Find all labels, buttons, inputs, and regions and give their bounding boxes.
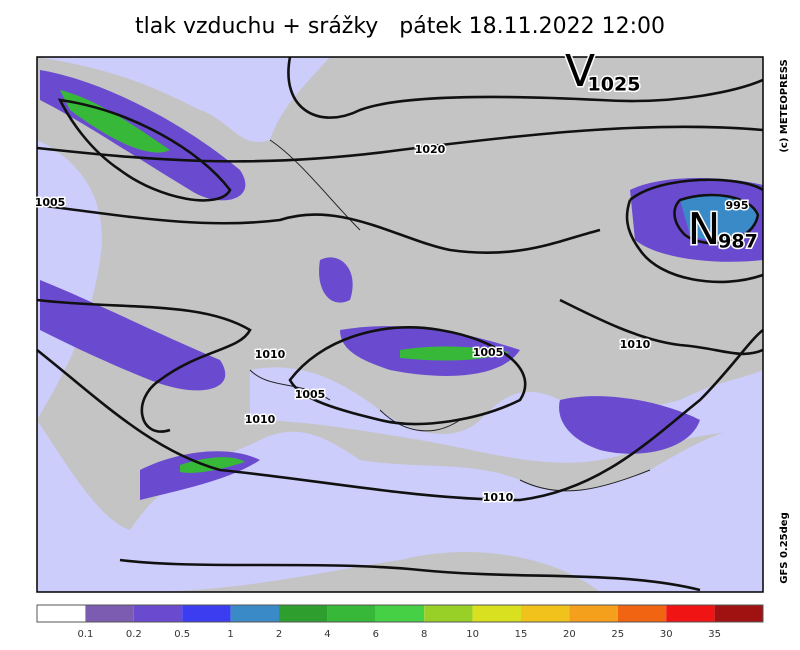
- legend-label: 0.2: [126, 629, 142, 640]
- legend-label: 35: [708, 629, 721, 640]
- model-label: GFS 0.25deg: [779, 512, 790, 584]
- map-title: tlak vzduchu + srážky pátek 18.11.2022 1…: [135, 14, 665, 39]
- low-letter: N: [688, 204, 721, 255]
- isobar: [288, 326, 527, 426]
- isobar-label: 1010: [620, 338, 651, 351]
- legend-swatch: [230, 605, 279, 622]
- isobar: [119, 558, 701, 592]
- legend-label: 25: [611, 629, 624, 640]
- legend-label: 0.5: [174, 629, 190, 640]
- legend-label: 8: [421, 629, 427, 640]
- legend-label: 6: [373, 629, 379, 640]
- coastline: [249, 139, 651, 492]
- legend-label: 30: [660, 629, 673, 640]
- isobar: [36, 328, 764, 502]
- isobar: [673, 193, 760, 245]
- legend-swatch: [37, 605, 86, 622]
- isobar: [36, 125, 764, 163]
- legend-label: 0.1: [77, 629, 93, 640]
- legend-swatch: [569, 605, 618, 622]
- isobar-label: 1020: [415, 143, 446, 156]
- legend-label: 15: [515, 629, 528, 640]
- legend-swatch: [182, 605, 231, 622]
- legend-swatch: [327, 605, 376, 622]
- map-area: [36, 56, 764, 593]
- isobar-label: 1005: [295, 388, 326, 401]
- isobar: [287, 56, 764, 119]
- credit: (c) METEOPRESS: [779, 59, 790, 152]
- legend-swatch: [375, 605, 425, 622]
- legend: 0.1 0.2 0.5 1 2 4 6 8 10 15 20 25 30 35: [36, 604, 764, 640]
- high-value: 1025: [588, 74, 641, 96]
- legend-label: 10: [466, 629, 479, 640]
- legend-frame: [36, 604, 764, 623]
- isobar-label: 1005: [35, 196, 66, 209]
- isobar-labels: 1020 1005 995 1010 1005 1010 1005 1010 1010: [33, 142, 750, 506]
- precip-turkey: [559, 396, 700, 454]
- precip-balkans-core: [400, 346, 510, 361]
- isobar: [625, 178, 764, 284]
- legend-swatch: [472, 605, 521, 622]
- legend-label: 20: [563, 629, 576, 640]
- low-value: 987: [718, 231, 758, 253]
- legend-label: 4: [324, 629, 330, 640]
- isobar: [559, 298, 764, 356]
- legend-swatch: [279, 605, 328, 622]
- legend-swatch: [85, 605, 134, 622]
- isobar: [57, 98, 232, 202]
- isobar-label: 1005: [473, 346, 504, 359]
- isobar: [36, 203, 601, 254]
- map-frame: [36, 56, 764, 593]
- legend-swatch: [617, 605, 667, 622]
- isobar-label: 1010: [245, 413, 276, 426]
- high-letter: V: [565, 46, 595, 97]
- legend-swatch: [521, 605, 570, 622]
- isobar-label: 995: [726, 199, 749, 212]
- isobar-label: 1010: [483, 491, 514, 504]
- isobar: [36, 298, 252, 433]
- legend-label: 2: [276, 629, 282, 640]
- legend-swatch: [424, 605, 473, 622]
- precip-central: [319, 257, 353, 303]
- legend-swatch: [133, 605, 183, 622]
- legend-label: 1: [227, 629, 233, 640]
- legend-swatch: [714, 605, 763, 622]
- precip-east-core: [680, 195, 760, 240]
- legend-swatch: [666, 605, 715, 622]
- isobar-label: 1010: [255, 348, 286, 361]
- sea-north: [37, 57, 330, 143]
- precip-west: [40, 280, 226, 391]
